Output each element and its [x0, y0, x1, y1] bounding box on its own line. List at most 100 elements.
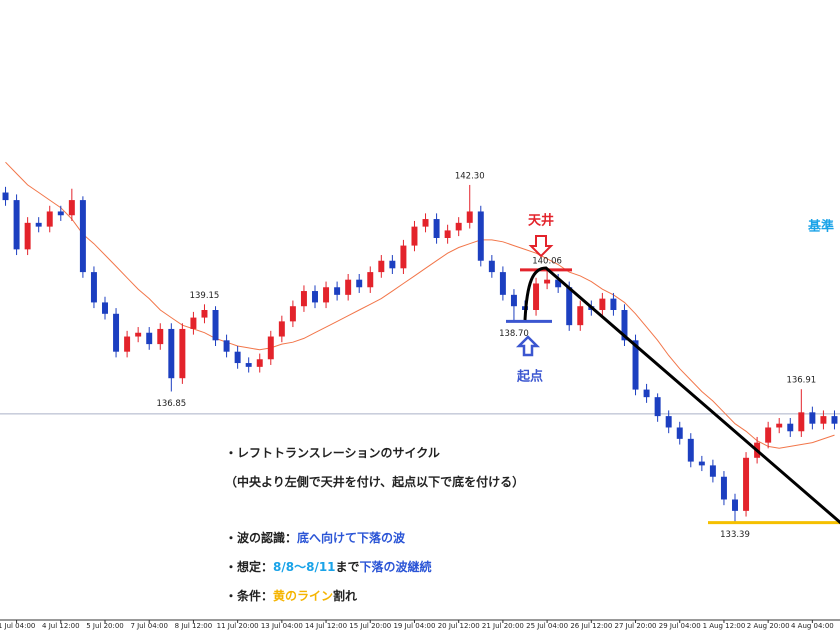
candle-body	[544, 279, 551, 284]
x-tick-label: 1 Jul 04:00	[0, 622, 35, 630]
price-label: 140.06	[532, 256, 562, 266]
candle-body	[566, 287, 573, 326]
note-line: ・レフトトランスレーションのサイクル	[225, 446, 440, 460]
candle-body	[278, 321, 285, 337]
candle-body	[400, 245, 407, 269]
candle-body	[13, 200, 20, 250]
candle-body	[212, 310, 219, 341]
candle-body	[300, 291, 307, 307]
x-tick-label: 20 Jul 12:00	[438, 622, 480, 630]
note-text: 8/8～8/11	[273, 560, 336, 574]
candle-body	[787, 423, 794, 432]
candle-body	[555, 279, 562, 288]
candle-body	[124, 336, 131, 352]
candle-body	[466, 211, 473, 223]
note-text: ・条件：	[225, 588, 273, 603]
candle-body	[157, 328, 164, 345]
candle-body	[709, 465, 716, 477]
back-layer	[0, 161, 840, 449]
candle-body	[367, 272, 374, 288]
note-text: まで	[336, 560, 360, 574]
candle-body	[665, 416, 672, 428]
x-tick-label: 8 Jul 12:00	[175, 622, 213, 630]
candle-body	[411, 226, 418, 246]
candle-body	[57, 211, 64, 216]
candle-body	[190, 317, 197, 329]
candle-body	[632, 340, 639, 390]
candle-body	[312, 291, 318, 303]
note-text: ・波の認識：	[225, 530, 297, 545]
candle-body	[68, 200, 75, 216]
note-text: 底へ向けて下落の波	[297, 530, 406, 545]
candle-body	[809, 412, 816, 424]
candle-body	[577, 306, 584, 326]
candle-body	[654, 397, 661, 417]
candle-body	[455, 222, 462, 231]
x-tick-label: 11 Jul 20:00	[217, 622, 259, 630]
price-label: 136.91	[786, 376, 816, 386]
annotation-start: 起点	[516, 369, 543, 385]
candle-body	[389, 260, 396, 269]
x-tick-label: 7 Jul 04:00	[130, 622, 168, 630]
x-tick-label: 4 Jul 12:00	[42, 622, 80, 630]
note-text: 下落の波継続	[360, 559, 432, 574]
x-tick-label: 5 Jul 20:00	[86, 622, 124, 630]
candle-body	[510, 294, 517, 307]
note-text: 割れ	[333, 588, 357, 603]
candle-body	[422, 219, 429, 227]
candle-body	[720, 476, 727, 500]
note-line: ・条件：黄のライン割れ	[225, 588, 357, 603]
notes: ・レフトトランスレーションのサイクル （中央より左側で天井を付け、起点以下で底を付…	[225, 446, 524, 603]
candle-body	[289, 306, 296, 322]
x-tick-label: 29 Jul 04:00	[659, 622, 701, 630]
candle-body	[433, 219, 440, 238]
candle-body	[743, 457, 750, 511]
price-label: 138.70	[499, 329, 529, 339]
note-text: ・想定：	[225, 559, 273, 574]
candle-body	[765, 427, 772, 443]
candle-body	[488, 260, 495, 273]
x-tick-label: 13 Jul 04:00	[261, 622, 303, 630]
down-arrow	[528, 235, 554, 258]
x-tick-label: 26 Jul 12:00	[570, 622, 612, 630]
candle-body	[2, 192, 9, 201]
candle-body	[776, 423, 783, 428]
annotation-baseline: 基準	[807, 219, 834, 235]
candle-body	[113, 313, 120, 352]
candle-body	[820, 416, 827, 424]
x-tick-label: 25 Jul 04:00	[526, 622, 568, 630]
x-tick-label: 2 Aug 20:00	[747, 622, 790, 630]
x-tick-label: 14 Jul 12:00	[305, 622, 347, 630]
candle-body	[798, 412, 805, 432]
candle-body	[35, 222, 42, 227]
cycle-curve	[523, 266, 840, 525]
candle-body	[168, 328, 175, 379]
note-line: ・波の認識：底へ向けて下落の波	[225, 530, 406, 545]
candle-body	[831, 416, 838, 424]
candle-body	[201, 310, 208, 318]
candle-body	[234, 351, 241, 364]
candle-body	[499, 272, 506, 295]
candle-body	[223, 340, 230, 352]
price-label: 136.85	[156, 399, 186, 409]
candle-body	[256, 359, 263, 367]
candle-body	[356, 279, 363, 288]
candle-body	[533, 283, 540, 310]
candle-body	[687, 438, 694, 462]
candle-body	[267, 336, 274, 360]
moving-average	[5, 161, 835, 449]
candle-body	[102, 302, 108, 314]
candle-body	[46, 211, 53, 227]
candle-body	[621, 310, 628, 341]
candle-body	[599, 298, 606, 310]
candle-body	[698, 461, 705, 466]
x-tick-label: 4 Aug 04:00	[791, 622, 834, 630]
candle-body	[643, 389, 650, 398]
annotation-top: 天井	[528, 213, 554, 229]
price-label: 139.15	[190, 291, 220, 301]
candle-body	[24, 222, 31, 250]
note-text: （中央より左側で天井を付け、起点以下で底を付ける）	[225, 474, 524, 489]
candle-body	[179, 328, 186, 379]
